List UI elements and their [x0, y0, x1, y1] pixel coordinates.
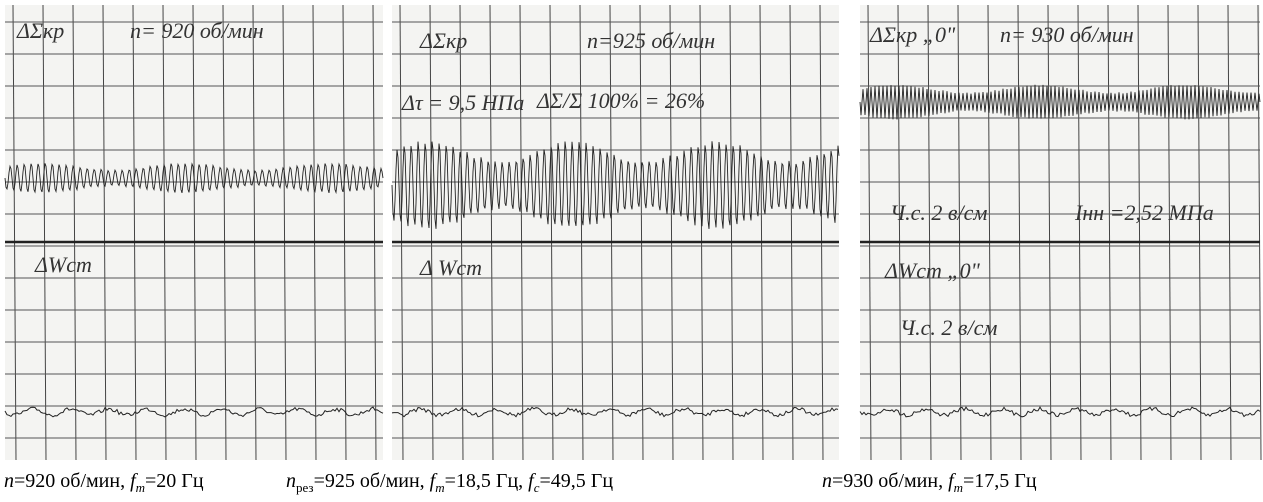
caption-part: =925 об/мин,	[313, 470, 430, 492]
grid-vertical	[1137, 4, 1142, 461]
grid-vertical	[72, 4, 77, 461]
grid-vertical	[897, 4, 902, 461]
handwritten-label: ΔWст „0"	[884, 258, 981, 283]
caption-part: рез	[296, 480, 314, 495]
grid-vertical	[639, 4, 644, 461]
waveform-bottom	[391, 406, 839, 418]
grid-vertical	[1047, 4, 1052, 461]
panel: ΔΣкр „0" n= 930 об/мин Ч.с. 2 в/см Iнн =2,5…	[859, 4, 1262, 461]
caption-part: =930 об/мин,	[832, 470, 949, 492]
handwritten-label: Ч.с. 2 в/см	[890, 200, 987, 225]
caption-part: c	[533, 480, 540, 495]
panel: ΔΣкр n=925 об/мин Δτ = 9,5 НПа ΔΣ/Σ 100% = …	[391, 4, 840, 461]
grid-vertical	[372, 4, 377, 461]
grid-vertical	[1227, 4, 1232, 461]
grid-vertical	[927, 4, 932, 461]
waveform-bottom	[4, 406, 384, 418]
caption-part: =17,5 Гц	[963, 470, 1037, 492]
caption-part: f	[528, 470, 534, 492]
grid-vertical	[1197, 4, 1202, 461]
paper	[392, 5, 839, 460]
handwritten-label: ΔΣкр	[16, 18, 64, 43]
grid-vertical	[759, 4, 764, 461]
handwritten-label: Ч.с. 2 в/см	[900, 315, 997, 340]
grid-vertical	[42, 4, 47, 461]
caption-part: n	[822, 470, 832, 492]
grid-vertical	[669, 4, 674, 461]
grid-vertical	[957, 4, 962, 461]
grid-vertical	[342, 4, 347, 461]
handwritten-label: Δ Wст	[419, 255, 482, 280]
handwritten-label: Iнн =2,52 МПа	[1074, 200, 1214, 225]
handwritten-label: n= 920 об/мин	[130, 18, 264, 43]
caption-part: f	[948, 470, 954, 492]
waveform-bottom	[859, 406, 1261, 418]
grid-vertical	[102, 4, 107, 461]
waveform-top	[859, 84, 1261, 120]
grid-vertical	[549, 4, 554, 461]
handwritten-label: Δτ = 9,5 НПа	[401, 90, 524, 115]
grid-vertical	[519, 4, 524, 461]
caption-part: m	[435, 480, 445, 495]
handwritten-label: n=925 об/мин	[587, 28, 715, 53]
grid-vertical	[1077, 4, 1082, 461]
grid-vertical	[399, 4, 404, 461]
caption-part: =18,5 Гц,	[444, 470, 529, 492]
caption-part: n	[4, 470, 14, 492]
grid-vertical	[1017, 4, 1022, 461]
caption-part: m	[135, 480, 146, 495]
grid-vertical	[1107, 4, 1112, 461]
grid-vertical	[699, 4, 704, 461]
grid-vertical	[579, 4, 584, 461]
grid-vertical	[429, 4, 434, 461]
grid-vertical	[459, 4, 464, 461]
grid-vertical	[192, 4, 197, 461]
grid-vertical	[282, 4, 287, 461]
grid-vertical	[312, 4, 317, 461]
oscillograms: ΔΣкр n= 920 об/мин ΔWст ΔΣкр n=925 об/мин Δτ …	[4, 4, 1262, 461]
handwritten-label: ΔΣ/Σ 100% = 26%	[536, 88, 705, 113]
caption: nрез=925 об/мин, fm=18,5 Гц, fc=49,5 Гц	[286, 470, 613, 496]
caption-part: f	[429, 470, 436, 492]
panel: ΔΣкр n= 920 об/мин ΔWст	[4, 4, 384, 461]
waveform-top	[4, 162, 384, 195]
grid-vertical	[252, 4, 257, 461]
caption-part: n	[286, 470, 296, 492]
caption-part: f	[130, 470, 136, 492]
grid-vertical	[609, 4, 614, 461]
caption: n=930 об/мин, fm=17,5 Гц	[822, 470, 1037, 496]
handwritten-label: n= 930 об/мин	[1000, 22, 1134, 47]
handwritten-label: ΔΣкр	[419, 28, 467, 53]
grid-vertical	[1257, 4, 1262, 461]
grid-vertical	[987, 4, 992, 461]
grid-vertical	[12, 4, 17, 461]
grid-vertical	[132, 4, 137, 461]
handwritten-label: ΔWст	[34, 252, 92, 277]
grid-vertical	[162, 4, 167, 461]
grid-vertical	[222, 4, 227, 461]
caption-part: =920 об/мин,	[14, 470, 131, 492]
caption-part: m	[953, 480, 964, 495]
caption: n=920 об/мин, fm=20 Гц	[4, 470, 204, 496]
grid-vertical	[1167, 4, 1172, 461]
caption-part: =49,5 Гц	[539, 470, 614, 492]
grid-vertical	[729, 4, 734, 461]
caption-part: =20 Гц	[145, 470, 204, 492]
grid-vertical	[867, 4, 872, 461]
grid-vertical	[819, 4, 824, 461]
grid-vertical	[789, 4, 794, 461]
grid-vertical	[489, 4, 494, 461]
waveform-top	[391, 141, 840, 229]
handwritten-label: ΔΣкр „0"	[869, 22, 956, 47]
paper	[860, 5, 1260, 460]
